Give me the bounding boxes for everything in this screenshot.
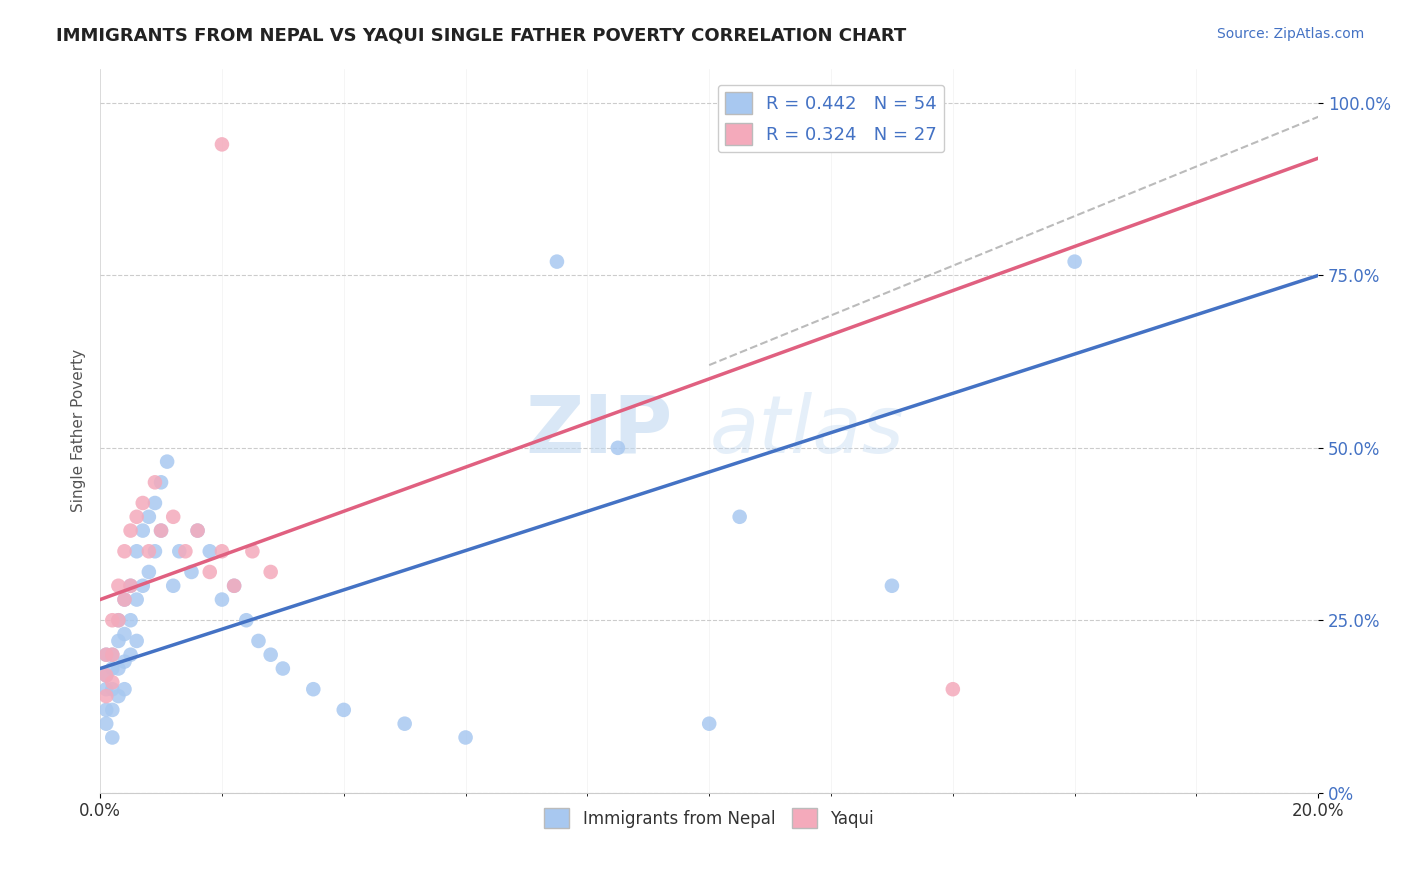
Point [101,731,124,745]
Point [162,579,184,593]
Point [454,731,477,745]
Point [101,675,124,690]
Point [120,579,142,593]
Point [150,475,173,490]
Point [211,544,233,558]
Point [606,441,628,455]
Point [332,703,354,717]
Point [125,592,148,607]
Point [107,661,129,675]
Point [174,544,197,558]
Point [125,509,148,524]
Point [187,524,209,538]
Point [96,682,118,697]
Point [224,579,246,593]
Y-axis label: Single Father Poverty: Single Father Poverty [72,349,86,512]
Point [120,613,142,627]
Point [125,544,148,558]
Text: Source: ZipAtlas.com: Source: ZipAtlas.com [1216,27,1364,41]
Point [169,544,191,558]
Point [143,544,166,558]
Point [101,682,124,697]
Point [198,544,221,558]
Point [247,634,270,648]
Point [132,524,155,538]
Point [96,648,118,662]
Point [394,716,416,731]
Point [107,613,129,627]
Point [180,565,202,579]
Point [101,613,124,627]
Point [96,668,118,682]
Point [1063,254,1085,268]
Point [96,703,118,717]
Point [114,592,136,607]
Point [125,634,148,648]
Point [211,592,233,607]
Point [107,613,129,627]
Point [114,655,136,669]
Legend: Immigrants from Nepal, Yaqui: Immigrants from Nepal, Yaqui [538,801,880,835]
Point [114,592,136,607]
Point [271,661,294,675]
Point [150,524,173,538]
Point [143,475,166,490]
Point [728,509,751,524]
Point [96,668,118,682]
Point [211,137,233,152]
Point [697,716,720,731]
Text: atlas: atlas [709,392,904,469]
Point [114,544,136,558]
Point [138,509,160,524]
Point [156,455,179,469]
Point [120,524,142,538]
Text: ZIP: ZIP [526,392,672,469]
Point [107,579,129,593]
Point [120,579,142,593]
Point [162,509,184,524]
Point [101,703,124,717]
Point [107,634,129,648]
Point [120,648,142,662]
Point [242,544,264,558]
Point [96,689,118,703]
Point [101,648,124,662]
Point [260,565,283,579]
Point [260,648,283,662]
Point [114,682,136,697]
Point [101,648,124,662]
Point [224,579,246,593]
Point [880,579,903,593]
Point [138,544,160,558]
Point [143,496,166,510]
Point [942,682,965,697]
Point [96,648,118,662]
Point [114,627,136,641]
Point [132,579,155,593]
Point [138,565,160,579]
Point [546,254,568,268]
Point [302,682,325,697]
Point [198,565,221,579]
Text: IMMIGRANTS FROM NEPAL VS YAQUI SINGLE FATHER POVERTY CORRELATION CHART: IMMIGRANTS FROM NEPAL VS YAQUI SINGLE FA… [56,27,907,45]
Point [132,496,155,510]
Point [101,661,124,675]
Point [107,689,129,703]
Point [187,524,209,538]
Point [96,716,118,731]
Point [150,524,173,538]
Point [235,613,257,627]
